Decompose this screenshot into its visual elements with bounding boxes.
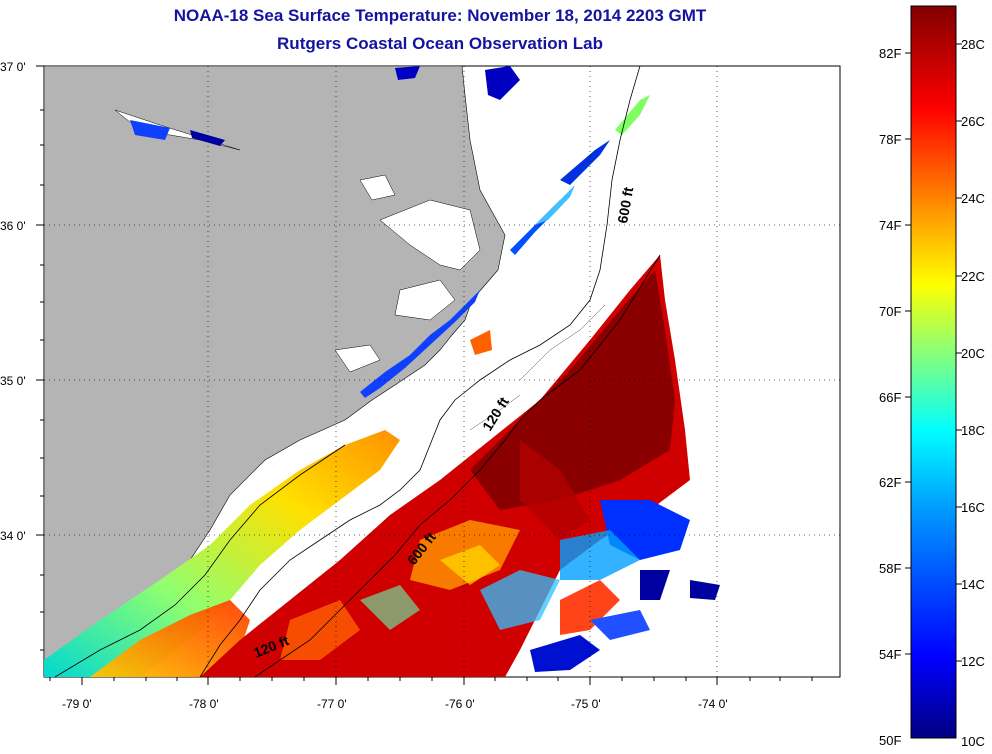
cb-f-82: 82F [879,46,902,61]
lat-label-35: 35 0' [0,374,26,388]
cb-c-20: 20C [961,346,985,361]
colorbar [910,5,957,739]
cb-c-12: 12C [961,654,985,669]
cb-c-22: 22C [961,269,985,284]
graticule [44,66,840,677]
cb-f-66: 66F [879,390,902,405]
lat-label-36: 36 0' [0,219,26,233]
cb-c-28: 28C [961,37,985,52]
cb-f-58: 58F [879,561,902,576]
cb-f-62: 62F [879,475,902,490]
lon-label-77: -77 0' [317,697,347,711]
nearshore-band [44,430,400,677]
map-title: NOAA-18 Sea Surface Temperature: Novembe… [173,6,707,25]
cb-c-10: 10C [961,734,985,749]
cb-c-16: 16C [961,500,985,515]
cb-c-18: 18C [961,423,985,438]
cb-f-70: 70F [879,304,902,319]
lon-label-79: -79 0' [62,697,92,711]
cb-c-14: 14C [961,577,985,592]
cb-f-74: 74F [879,218,902,233]
cb-f-50: 50F [879,733,902,748]
isobath-label-600ft-north: 600 ft [614,185,636,224]
lon-label-74: -74 0' [698,697,728,711]
cb-c-24: 24C [961,191,985,206]
lon-label-78: -78 0' [189,697,219,711]
cb-f-54: 54F [879,647,902,662]
cb-c-26: 26C [961,114,985,129]
lon-label-75: -75 0' [571,697,601,711]
map-subtitle: Rutgers Coastal Ocean Observation Lab [277,34,603,53]
cb-f-78: 78F [879,132,902,147]
lon-label-76: -76 0' [445,697,475,711]
lat-label-34: 34 0' [0,529,26,543]
lat-label-37: 37 0' [0,60,26,74]
